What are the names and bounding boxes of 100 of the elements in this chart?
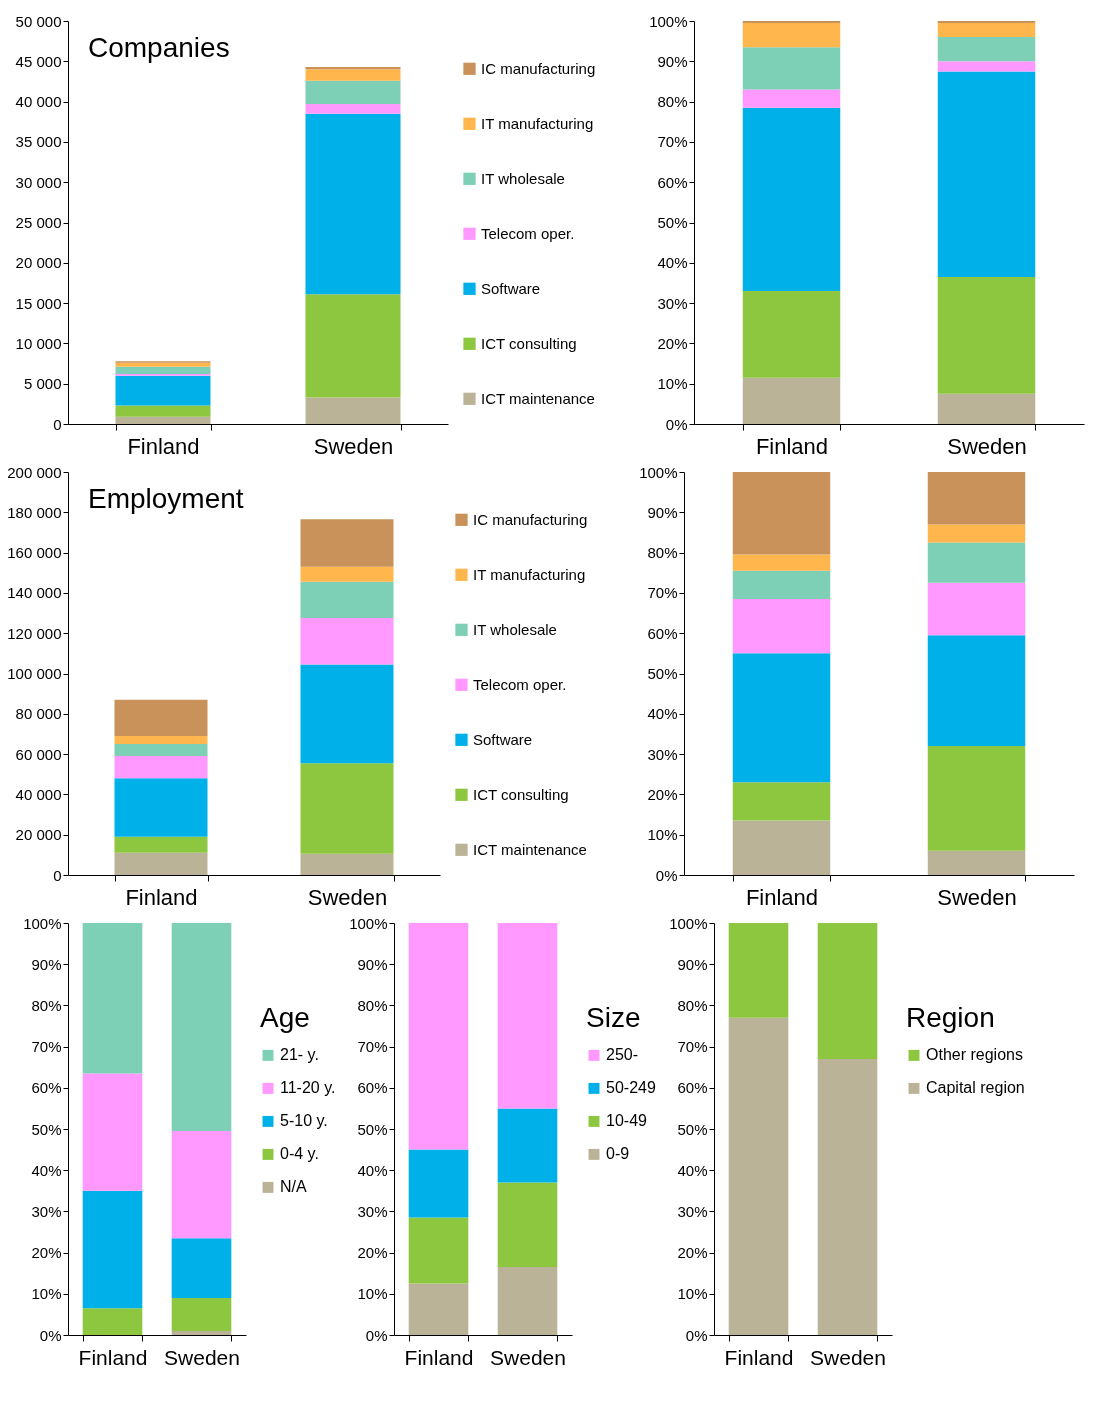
y-tick-label: 20 000 xyxy=(15,826,62,844)
bar xyxy=(742,21,841,24)
y-tick-label: 25 000 xyxy=(15,214,62,231)
bar xyxy=(937,37,1036,62)
bar xyxy=(300,566,394,582)
y-tick-label: 0% xyxy=(665,415,688,433)
bar xyxy=(305,104,401,114)
legend-label: 0-9 xyxy=(606,1145,630,1163)
x-tick-label: Finland xyxy=(127,433,200,459)
bar xyxy=(408,1149,469,1218)
legend-label: ICT consulting xyxy=(481,334,577,352)
legend-label: IT wholesale xyxy=(481,169,565,187)
y-tick-label: 20% xyxy=(31,1244,62,1262)
legend-label: Telecom oper. xyxy=(473,675,567,693)
y-tick-label: 35 000 xyxy=(15,133,62,151)
chart-title: Companies xyxy=(88,32,230,63)
y-tick-label: 60% xyxy=(677,1079,708,1097)
bar xyxy=(115,375,211,406)
y-tick-label: 140 000 xyxy=(7,584,62,602)
y-tick-label: 30 000 xyxy=(15,173,62,191)
x-tick-label: Sweden xyxy=(810,1345,886,1369)
legend-label: 21- y. xyxy=(280,1046,319,1064)
bar xyxy=(114,735,208,745)
y-tick-label: 60% xyxy=(647,624,678,642)
y-tick-label: 80% xyxy=(657,93,688,111)
y-tick-label: 30% xyxy=(677,1202,708,1220)
y-tick-label: 30% xyxy=(357,1202,388,1220)
y-tick-label: 5 000 xyxy=(23,375,62,393)
legend-label: 11-20 y. xyxy=(280,1079,336,1097)
bar xyxy=(937,276,1036,394)
bar xyxy=(305,294,401,398)
y-tick-label: 80% xyxy=(677,996,708,1014)
bar xyxy=(171,1131,232,1239)
y-tick-label: 30% xyxy=(647,745,678,763)
bar xyxy=(817,923,878,1059)
bar xyxy=(171,1297,232,1331)
bar xyxy=(82,1308,143,1335)
bar xyxy=(732,653,831,783)
x-tick-label: Sweden xyxy=(313,433,394,459)
bar xyxy=(305,113,401,295)
bar xyxy=(732,598,831,654)
bar xyxy=(300,763,394,854)
legend-label: 250- xyxy=(606,1046,639,1064)
bar xyxy=(114,852,208,875)
legend-label: ICT maintenance xyxy=(473,840,587,858)
x-tick-label: Finland xyxy=(724,1345,794,1369)
y-tick-label: 100% xyxy=(639,463,678,481)
bar xyxy=(171,1330,232,1335)
bar xyxy=(408,1217,469,1284)
y-tick-label: 50 000 xyxy=(15,12,62,30)
legend-label: ICT maintenance xyxy=(481,389,595,407)
bar xyxy=(82,1073,143,1191)
x-tick-label: Finland xyxy=(745,884,819,910)
legend-label: IT manufacturing xyxy=(481,114,594,132)
bar xyxy=(497,1182,558,1268)
bar xyxy=(927,635,1026,747)
legend-label: 10-49 xyxy=(606,1112,648,1130)
bar xyxy=(82,1190,143,1309)
y-tick-label: 90% xyxy=(647,503,678,521)
bar xyxy=(82,923,143,1074)
y-tick-label: 20 000 xyxy=(15,254,62,272)
y-tick-label: 15 000 xyxy=(15,294,62,312)
bar xyxy=(742,107,841,292)
y-tick-label: 60% xyxy=(657,173,688,191)
bar xyxy=(115,405,211,417)
y-tick-label: 20% xyxy=(657,334,688,352)
y-tick-label: 0% xyxy=(365,1326,388,1344)
y-tick-label: 90% xyxy=(657,52,688,70)
y-tick-label: 80% xyxy=(357,996,388,1014)
legend-title: Size xyxy=(586,1002,641,1034)
y-tick-label: 40% xyxy=(647,705,678,723)
bar xyxy=(927,524,1026,543)
y-tick-label: 40 000 xyxy=(15,93,62,111)
y-tick-label: 0 xyxy=(53,415,62,433)
legend-label: N/A xyxy=(280,1178,307,1196)
legend-title: Age xyxy=(260,1002,310,1034)
x-tick-label: Sweden xyxy=(947,433,1027,459)
y-tick-label: 0 xyxy=(53,866,62,884)
x-tick-label: Finland xyxy=(78,1345,148,1369)
y-tick-label: 40% xyxy=(31,1161,62,1179)
y-tick-label: 10% xyxy=(357,1285,388,1303)
x-tick-label: Finland xyxy=(755,433,829,459)
y-tick-label: 70% xyxy=(677,1038,708,1056)
bar xyxy=(305,69,401,81)
legend-label: IT manufacturing xyxy=(473,565,586,583)
legend-label: IC manufacturing xyxy=(473,510,588,528)
bar xyxy=(937,61,1036,72)
bar xyxy=(927,582,1026,636)
y-tick-label: 50% xyxy=(657,214,688,231)
y-tick-label: 70% xyxy=(657,133,688,151)
bar xyxy=(300,519,394,567)
y-tick-label: 60% xyxy=(357,1079,388,1097)
bar xyxy=(300,581,394,619)
bar xyxy=(732,570,831,599)
y-tick-label: 40% xyxy=(657,254,688,272)
bar xyxy=(742,23,841,48)
bar xyxy=(732,782,831,821)
legend-label: Software xyxy=(481,279,541,297)
x-tick-label: Sweden xyxy=(490,1345,566,1369)
bar xyxy=(114,699,208,736)
